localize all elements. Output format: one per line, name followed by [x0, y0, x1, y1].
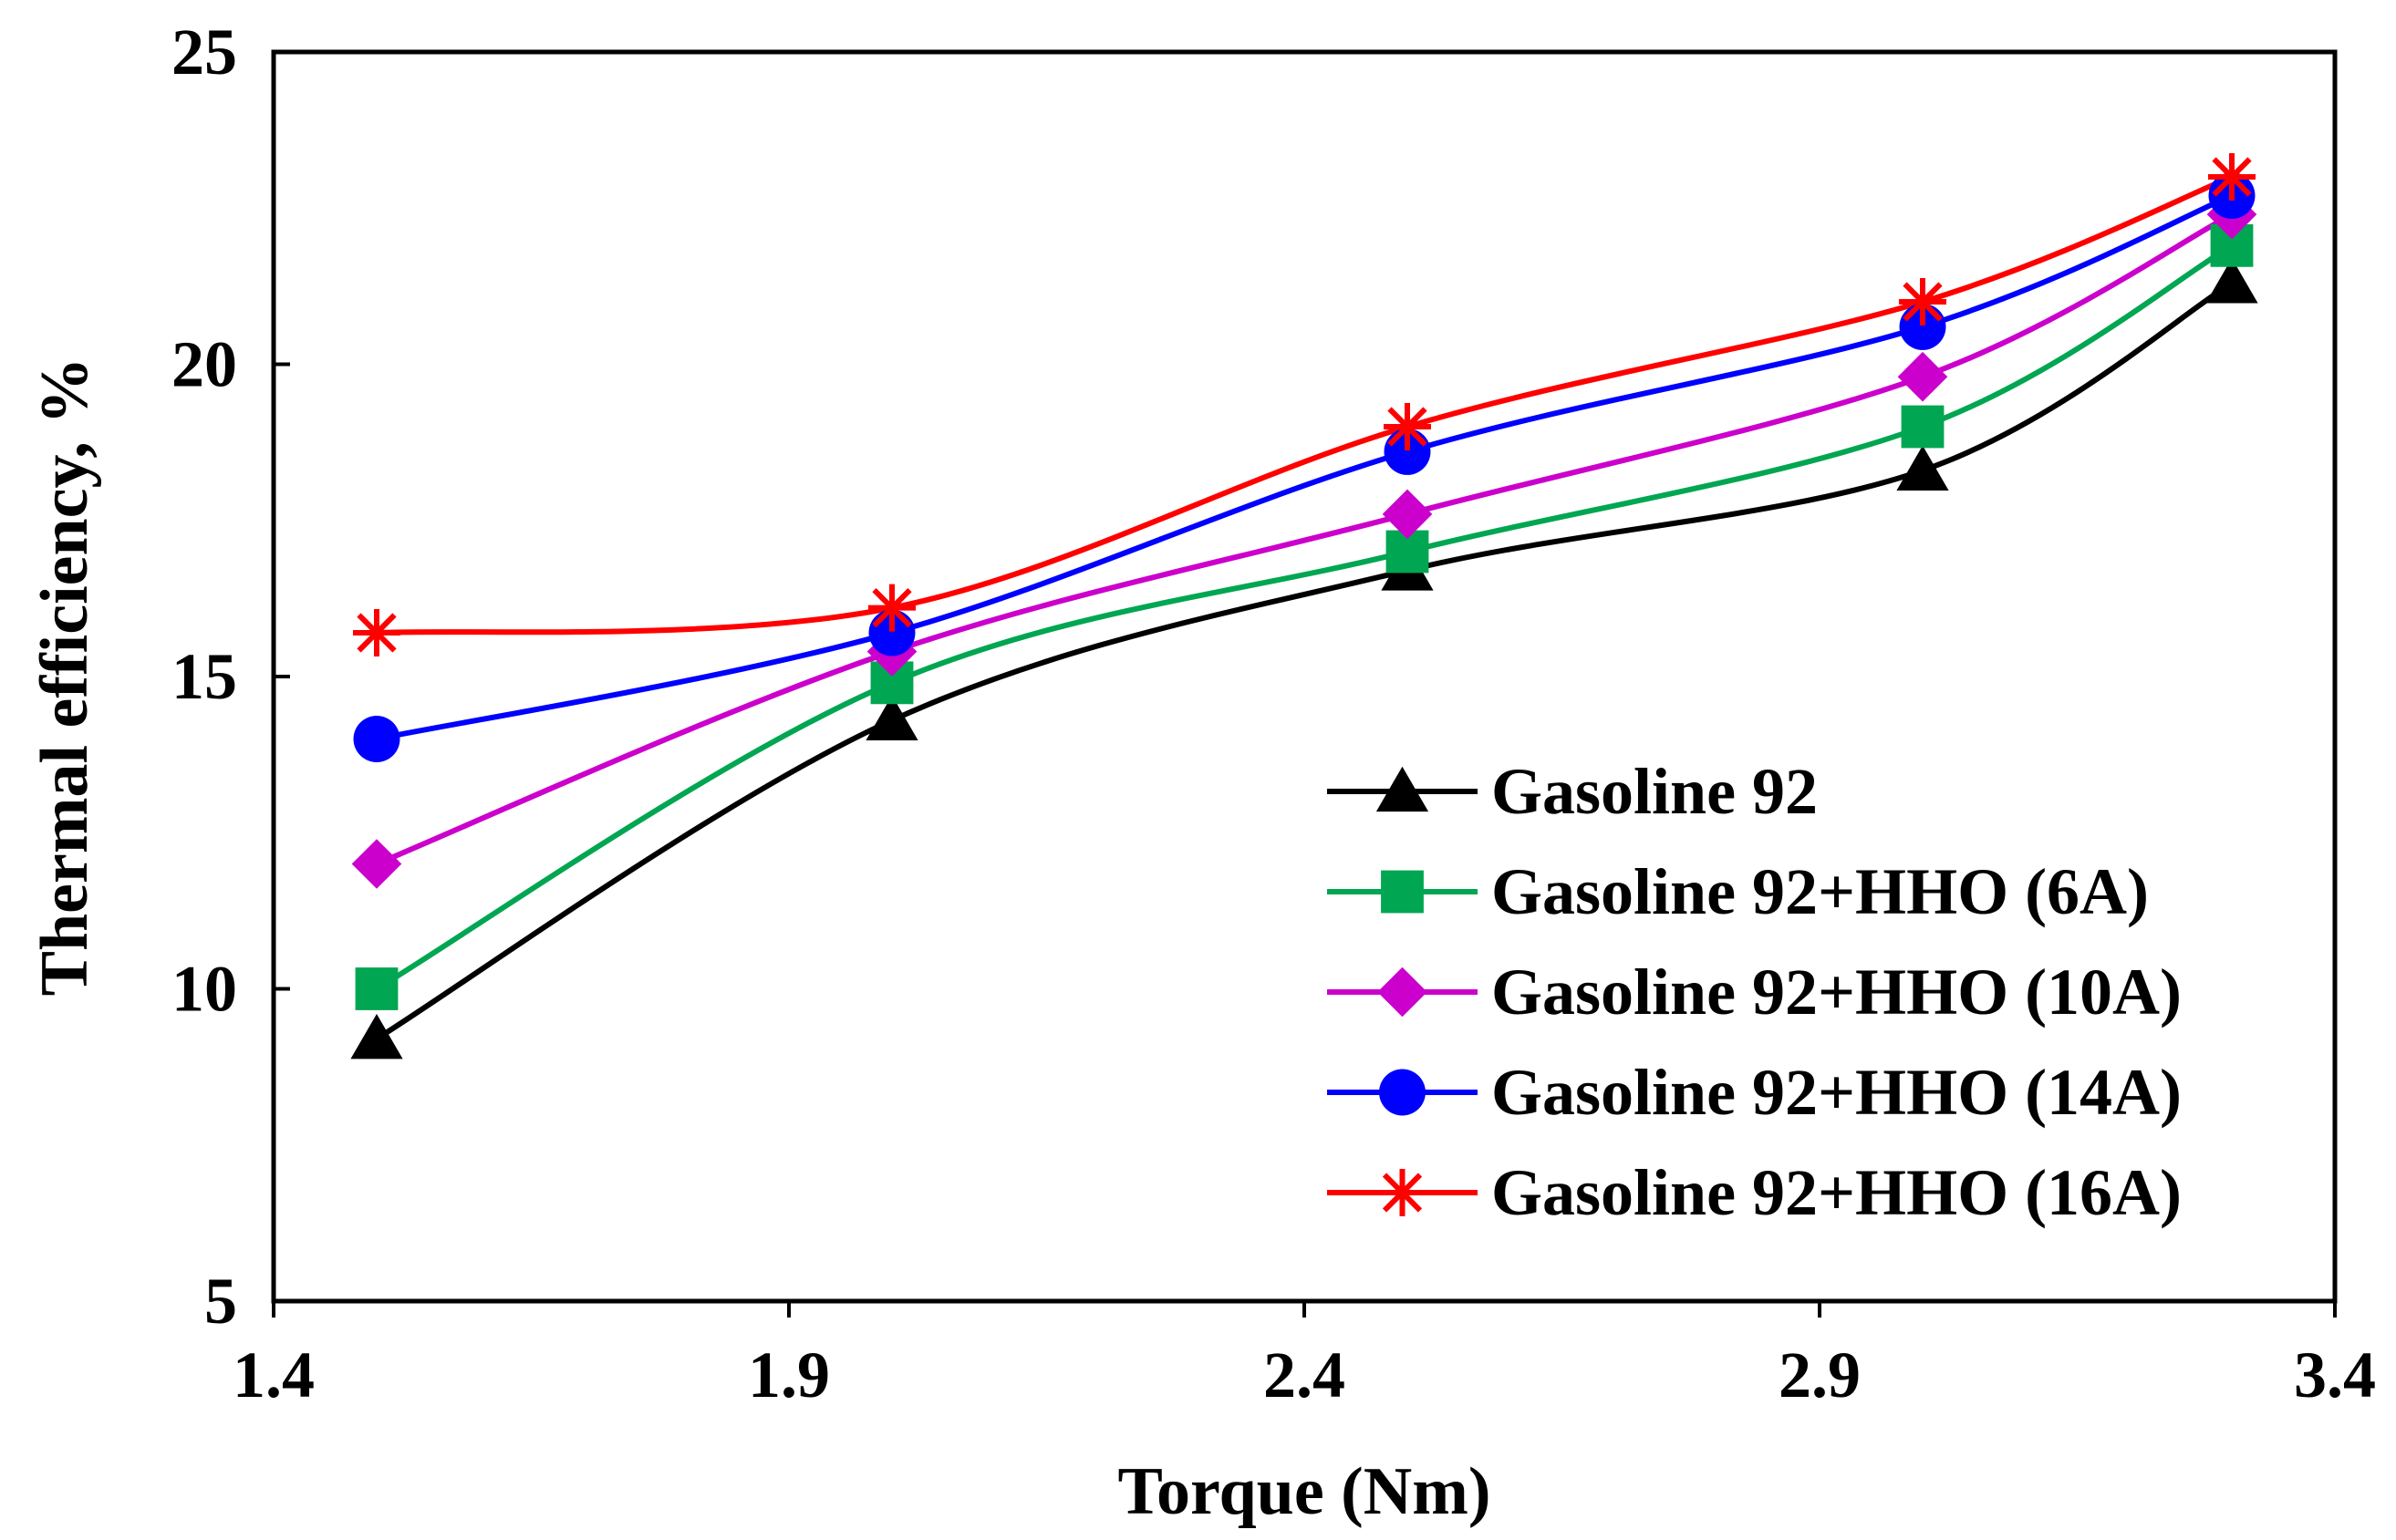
x-axis-ticks: 1.4 1.9 2.4 2.9 3.4 — [233, 1301, 2376, 1411]
legend-label: Gasoline 92 — [1491, 755, 1818, 828]
series-line — [375, 280, 2234, 1041]
x-axis-title: Torque (Nm) — [1117, 1454, 1490, 1529]
data-point — [1901, 405, 1945, 449]
x-tick-label: 1.4 — [233, 1338, 315, 1411]
data-point — [1896, 445, 1949, 491]
legend-marker — [1378, 1169, 1426, 1216]
y-tick-label: 5 — [204, 1265, 237, 1338]
series-line — [375, 212, 2234, 867]
x-tick-label: 1.9 — [748, 1338, 830, 1411]
legend-item[interactable]: Gasoline 92 — [1327, 755, 1818, 828]
data-point — [351, 839, 402, 889]
y-tick-label: 25 — [171, 16, 237, 88]
data-point — [2208, 153, 2256, 201]
legend-marker — [1375, 766, 1429, 812]
legend-item[interactable]: Gasoline 92+HHO (16A) — [1327, 1156, 2182, 1229]
data-point — [350, 1014, 403, 1059]
y-axis-title: Thermal efficiency, % — [27, 357, 102, 997]
legend-label: Gasoline 92+HHO (14A) — [1491, 1056, 2182, 1129]
y-tick-label: 20 — [171, 328, 237, 401]
plot-area — [271, 49, 2338, 1304]
series-line — [375, 243, 2234, 992]
y-axis-ticks: 5 10 15 20 25 — [171, 16, 290, 1338]
data-point — [1384, 403, 1431, 450]
legend-marker — [1377, 966, 1427, 1018]
data-point — [1897, 351, 1948, 402]
legend-item[interactable]: Gasoline 92+HHO (6A) — [1327, 855, 2149, 928]
series-lines — [375, 174, 2234, 1041]
x-tick-label: 2.9 — [1779, 1338, 1861, 1411]
legend-label: Gasoline 92+HHO (16A) — [1491, 1156, 2182, 1229]
series-line — [376, 174, 2234, 636]
data-point — [2205, 258, 2258, 304]
legend-label: Gasoline 92+HHO (6A) — [1491, 855, 2149, 928]
legend-marker — [1379, 1069, 1426, 1116]
series-line — [376, 192, 2234, 742]
legend-label: Gasoline 92+HHO (10A) — [1491, 956, 2182, 1028]
data-point — [868, 584, 916, 632]
series-markers — [350, 153, 2258, 1059]
x-tick-label: 3.4 — [2294, 1338, 2376, 1411]
legend[interactable]: Gasoline 92 Gasoline 92+HHO (6A) Gasoline … — [1327, 755, 2182, 1229]
y-tick-label: 10 — [171, 953, 237, 1026]
legend-marker — [1381, 870, 1424, 914]
data-point — [1382, 489, 1433, 540]
legend-item[interactable]: Gasoline 92+HHO (14A) — [1327, 1056, 2182, 1129]
x-tick-label: 2.4 — [1263, 1338, 1345, 1411]
legend-item[interactable]: Gasoline 92+HHO (10A) — [1327, 956, 2182, 1028]
data-point — [1899, 278, 1946, 326]
data-point — [353, 716, 400, 762]
y-tick-label: 15 — [171, 640, 237, 713]
data-point — [355, 967, 399, 1010]
data-point — [866, 695, 918, 741]
data-point — [353, 609, 400, 657]
